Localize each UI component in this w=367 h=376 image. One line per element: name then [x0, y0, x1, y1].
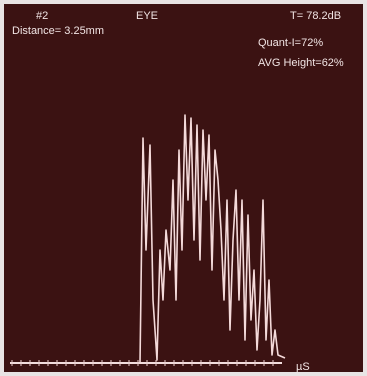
mode-label: EYE — [136, 10, 158, 22]
gain-label: T= 78.2dB — [290, 10, 341, 22]
axis-unit: µS — [296, 361, 310, 373]
avg-height-label: AVG Height=62% — [258, 57, 344, 69]
page: #2 EYE T= 78.2dB Distance= 3.25mm Quant-… — [0, 0, 367, 376]
probe-label: #2 — [36, 10, 48, 22]
scan-screen: #2 EYE T= 78.2dB Distance= 3.25mm Quant-… — [0, 0, 367, 376]
quant-label: Quant-I=72% — [258, 37, 323, 49]
distance-label: Distance= 3.25mm — [12, 25, 104, 37]
